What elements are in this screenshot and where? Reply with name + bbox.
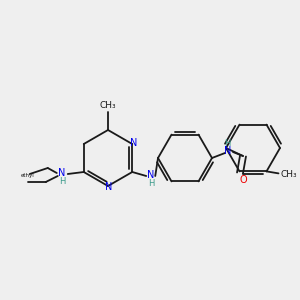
Text: H: H	[60, 178, 66, 187]
Text: N: N	[130, 138, 137, 148]
Text: N: N	[58, 168, 65, 178]
Text: N: N	[224, 146, 232, 156]
Text: H: H	[224, 140, 230, 148]
Text: N: N	[147, 170, 154, 180]
Text: CH₃: CH₃	[280, 170, 297, 179]
Text: O: O	[239, 175, 247, 185]
Text: N: N	[105, 182, 113, 192]
Text: ethyl: ethyl	[21, 172, 34, 178]
Text: H: H	[148, 179, 154, 188]
Text: CH₃: CH₃	[100, 100, 116, 109]
